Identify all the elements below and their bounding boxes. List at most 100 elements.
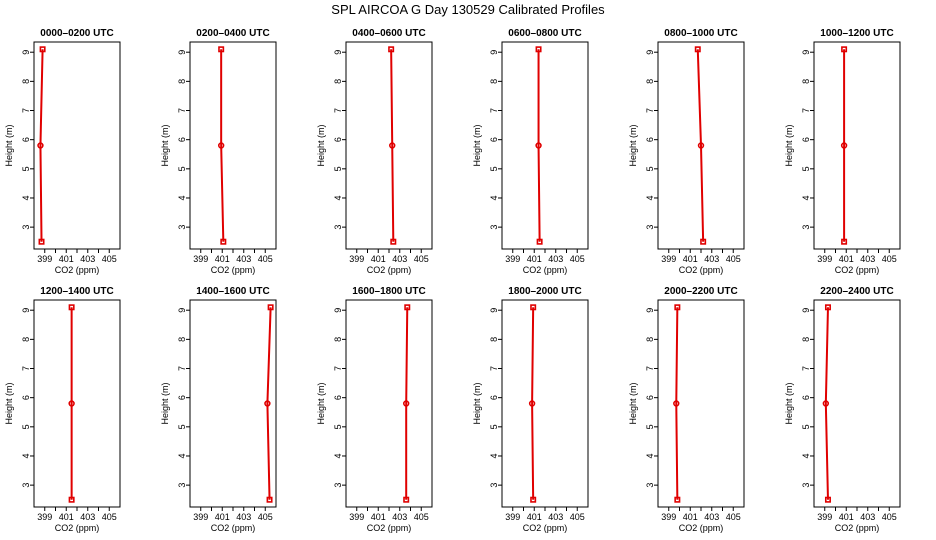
data-point-bottom [674, 496, 681, 503]
x-tick-label: 401 [59, 512, 74, 522]
y-tick-label: 4 [801, 195, 811, 200]
x-tick-label: 401 [683, 254, 698, 264]
x-axis-label: CO2 (ppm) [55, 523, 100, 533]
panel-title: 1400–1600 UTC [196, 286, 269, 297]
data-point-mid [403, 400, 410, 407]
y-tick-label: 6 [801, 395, 811, 400]
y-tick-label: 3 [333, 225, 343, 230]
plot-frame [345, 41, 433, 250]
x-tick-label: 403 [704, 254, 719, 264]
y-tick-label: 8 [21, 79, 31, 84]
panel-title: 1800–2000 UTC [508, 286, 581, 297]
y-tick-label: 9 [801, 50, 811, 55]
y-tick-label: 9 [21, 308, 31, 313]
profile-line [531, 307, 535, 500]
x-tick-label: 399 [817, 512, 832, 522]
y-tick-label: 3 [801, 225, 811, 230]
x-axis-label: CO2 (ppm) [679, 523, 724, 533]
data-point-bottom [824, 496, 831, 503]
x-tick-label: 403 [548, 512, 563, 522]
y-tick-label: 6 [801, 137, 811, 142]
y-tick-label: 7 [21, 366, 31, 371]
y-tick-label: 9 [489, 308, 499, 313]
data-point-mid [535, 142, 542, 149]
x-tick-label: 403 [236, 512, 251, 522]
y-tick-label: 7 [177, 366, 187, 371]
y-tick-label: 9 [333, 50, 343, 55]
data-point-top [535, 46, 542, 53]
y-tick-label: 4 [177, 453, 187, 458]
y-tick-label: 9 [177, 308, 187, 313]
x-tick-label: 405 [882, 512, 897, 522]
x-axis-label: CO2 (ppm) [835, 523, 880, 533]
y-tick-label: 9 [489, 50, 499, 55]
x-tick-label: 401 [215, 512, 230, 522]
data-point-mid [68, 400, 75, 407]
plot-frame [501, 299, 589, 508]
x-tick-label: 401 [527, 512, 542, 522]
y-tick-label: 9 [801, 308, 811, 313]
data-point-mid [217, 142, 225, 149]
x-tick-label: 405 [726, 254, 741, 264]
data-point-mid [822, 400, 830, 407]
y-axis-label: Height (m) [4, 382, 14, 424]
y-axis-label: Height (m) [4, 124, 14, 166]
y-tick-label: 3 [645, 225, 655, 230]
y-tick-label: 4 [21, 453, 31, 458]
profile-line [390, 49, 395, 242]
y-tick-label: 8 [801, 79, 811, 84]
x-tick-label: 403 [860, 512, 875, 522]
y-tick-label: 7 [489, 366, 499, 371]
y-tick-label: 9 [645, 308, 655, 313]
data-point-bottom [390, 238, 397, 245]
y-tick-label: 6 [333, 137, 343, 142]
data-point-bottom [841, 238, 848, 245]
y-tick-label: 6 [489, 137, 499, 142]
y-tick-label: 4 [489, 195, 499, 200]
x-tick-label: 403 [548, 254, 563, 264]
profile-line [696, 49, 705, 242]
x-tick-label: 399 [193, 512, 208, 522]
x-tick-label: 403 [80, 512, 95, 522]
data-point-top [530, 304, 537, 311]
y-tick-label: 3 [333, 483, 343, 488]
x-axis-label: CO2 (ppm) [367, 265, 412, 275]
data-point-top [694, 46, 701, 53]
panel-title: 0000–0200 UTC [40, 28, 113, 39]
data-point-top [824, 304, 831, 311]
data-point-mid [389, 142, 396, 149]
y-tick-label: 4 [177, 195, 187, 200]
y-axis-label: Height (m) [784, 124, 794, 166]
y-tick-label: 6 [333, 395, 343, 400]
y-tick-label: 6 [645, 137, 655, 142]
data-point-bottom [700, 238, 707, 245]
x-tick-label: 405 [570, 512, 585, 522]
y-tick-label: 7 [177, 108, 187, 113]
y-tick-label: 9 [177, 50, 187, 55]
plot-frame [33, 41, 121, 250]
panel-title: 1200–1400 UTC [40, 286, 113, 297]
data-point-top [388, 46, 395, 53]
y-tick-label: 5 [177, 424, 187, 429]
y-tick-label: 7 [645, 108, 655, 113]
x-axis-label: CO2 (ppm) [55, 265, 100, 275]
x-axis-label: CO2 (ppm) [679, 265, 724, 275]
y-tick-label: 8 [645, 79, 655, 84]
x-tick-label: 401 [683, 512, 698, 522]
x-tick-label: 399 [661, 512, 676, 522]
x-tick-label: 405 [102, 512, 117, 522]
y-tick-label: 7 [21, 108, 31, 113]
y-tick-label: 8 [333, 337, 343, 342]
data-point-bottom [536, 238, 543, 245]
panel-title: 1600–1800 UTC [352, 286, 425, 297]
y-tick-label: 4 [645, 453, 655, 458]
data-point-top [39, 46, 46, 53]
y-tick-label: 3 [489, 483, 499, 488]
y-tick-label: 8 [489, 79, 499, 84]
x-tick-label: 401 [215, 254, 230, 264]
